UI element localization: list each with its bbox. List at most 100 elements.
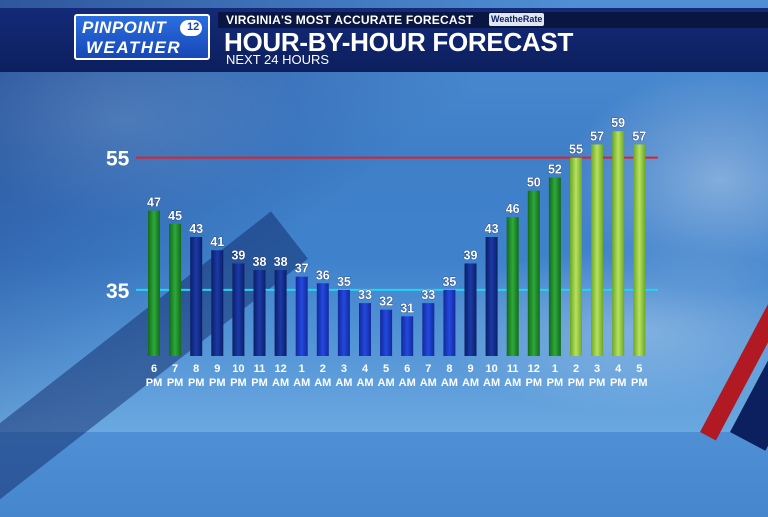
bar-18 — [527, 190, 540, 356]
tagline: VIRGINIA'S MOST ACCURATE FORECAST — [226, 13, 474, 27]
tick-period-2: PM — [188, 377, 205, 389]
bar-8 — [316, 283, 329, 356]
tick-period-6: AM — [272, 377, 289, 389]
bar-23 — [633, 144, 646, 356]
bar-4 — [232, 263, 245, 356]
tick-hour-10: 4 — [362, 363, 369, 375]
tick-period-17: AM — [504, 377, 521, 389]
bar-10 — [359, 303, 371, 356]
tick-period-18: PM — [526, 377, 543, 389]
data-label-10: 33 — [358, 288, 372, 302]
tick-period-10: AM — [356, 377, 373, 389]
bar-19 — [548, 177, 561, 356]
tick-period-8: AM — [314, 377, 331, 389]
page-subtitle: NEXT 24 HOURS — [226, 52, 330, 67]
pinpoint-weather-logo: PINPOINT WEATHER 12 — [74, 14, 210, 60]
tick-hour-21: 3 — [594, 363, 600, 375]
data-label-0: 47 — [147, 196, 161, 210]
data-label-23: 57 — [632, 129, 646, 143]
tick-hour-9: 3 — [341, 363, 347, 375]
tick-hour-8: 2 — [320, 363, 326, 375]
tick-hour-5: 11 — [254, 363, 266, 375]
bar-12 — [401, 316, 414, 356]
tick-hour-23: 5 — [636, 363, 642, 375]
weatherate-logo: WeatheRate — [489, 13, 545, 26]
tick-hour-19: 1 — [552, 363, 558, 375]
bar-9 — [337, 289, 350, 356]
reference-label-55: 55 — [106, 148, 130, 171]
tick-hour-2: 8 — [193, 363, 199, 375]
data-label-13: 33 — [421, 288, 435, 302]
tick-period-23: PM — [631, 377, 648, 389]
bar-3 — [211, 250, 224, 356]
bar-11 — [380, 309, 393, 356]
tick-period-14: AM — [441, 377, 458, 389]
bar-1 — [169, 223, 182, 356]
tick-hour-20: 2 — [573, 363, 579, 375]
logo-bottom-text: WEATHER — [86, 38, 182, 57]
bar-0 — [148, 210, 160, 356]
data-label-20: 55 — [569, 143, 583, 157]
data-label-17: 46 — [506, 202, 520, 216]
page-title: HOUR-BY-HOUR FORECAST — [224, 27, 574, 57]
tick-period-16: AM — [483, 377, 500, 389]
tick-period-1: PM — [167, 377, 184, 389]
bar-14 — [443, 289, 456, 356]
channel-badge-text: 12 — [187, 21, 200, 33]
tick-period-15: AM — [462, 377, 479, 389]
tick-hour-22: 4 — [615, 363, 622, 375]
tick-period-4: PM — [230, 377, 247, 389]
tick-hour-4: 10 — [232, 363, 244, 375]
tick-period-9: AM — [335, 377, 352, 389]
bar-7 — [295, 276, 308, 356]
bar-21 — [591, 144, 604, 356]
bar-17 — [506, 217, 519, 356]
tick-hour-11: 5 — [383, 363, 389, 375]
tick-period-0: PM — [146, 377, 163, 389]
data-label-21: 57 — [590, 129, 604, 143]
data-label-9: 35 — [337, 275, 351, 289]
tick-hour-7: 1 — [299, 363, 305, 375]
tick-period-12: AM — [399, 377, 416, 389]
data-label-5: 38 — [253, 255, 267, 269]
data-label-18: 50 — [527, 176, 541, 190]
tick-period-5: PM — [251, 377, 268, 389]
tick-hour-13: 7 — [425, 363, 431, 375]
tick-period-20: PM — [568, 377, 585, 389]
data-label-2: 43 — [189, 222, 203, 236]
tick-period-11: AM — [378, 377, 395, 389]
data-label-11: 32 — [379, 295, 393, 309]
tick-period-7: AM — [293, 377, 310, 389]
tick-hour-0: 6 — [151, 363, 157, 375]
channel-badge-icon: 12 — [180, 20, 202, 36]
data-label-16: 43 — [485, 222, 499, 236]
data-label-12: 31 — [400, 301, 414, 315]
tick-hour-16: 10 — [485, 363, 497, 375]
tick-hour-12: 6 — [404, 363, 410, 375]
bar-5 — [253, 270, 266, 356]
tick-period-13: AM — [420, 377, 437, 389]
data-label-3: 41 — [210, 235, 224, 249]
data-label-4: 39 — [231, 248, 245, 262]
data-label-1: 45 — [168, 209, 182, 223]
tick-period-3: PM — [209, 377, 226, 389]
data-label-15: 39 — [464, 248, 478, 262]
data-label-7: 37 — [295, 262, 309, 276]
tick-hour-18: 12 — [528, 363, 540, 375]
bar-13 — [422, 303, 435, 356]
tick-hour-15: 9 — [467, 363, 473, 375]
data-label-19: 52 — [548, 163, 562, 177]
reference-label-35: 35 — [106, 280, 130, 303]
tick-period-22: PM — [610, 377, 627, 389]
bar-2 — [190, 237, 203, 356]
data-label-22: 59 — [611, 116, 625, 130]
bar-22 — [612, 131, 625, 356]
data-label-14: 35 — [442, 275, 456, 289]
tick-hour-3: 9 — [214, 363, 220, 375]
tick-period-21: PM — [589, 377, 606, 389]
bar-20 — [570, 157, 582, 356]
bar-16 — [485, 237, 498, 356]
tick-hour-6: 12 — [274, 363, 286, 375]
logo-top-text: PINPOINT — [82, 18, 167, 37]
